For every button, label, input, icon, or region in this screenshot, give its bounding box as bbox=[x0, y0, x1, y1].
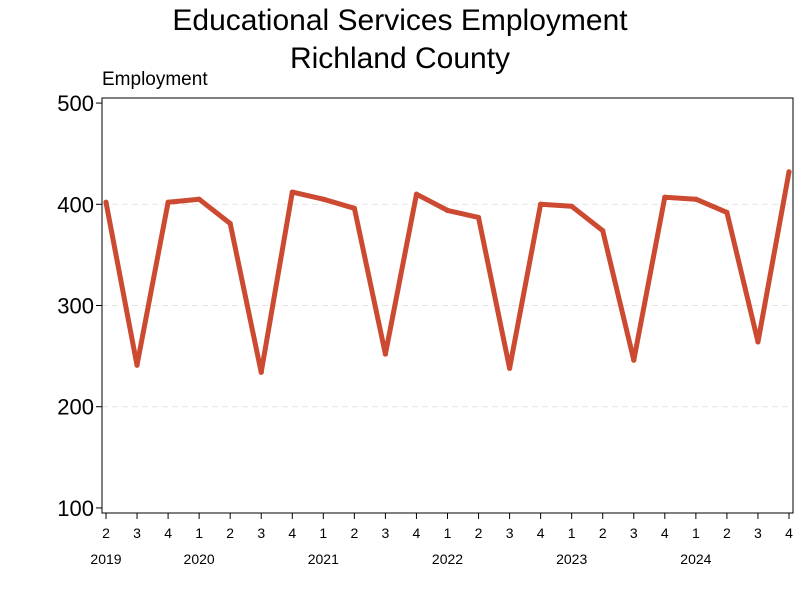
year-label: 2020 bbox=[184, 551, 215, 567]
x-tick-label: 4 bbox=[288, 525, 296, 541]
x-axis-ticks: 2 3 4 1 2 3 4 1 2 3 4 1 2 3 4 1 2 3 4 1 2 3 4 bbox=[102, 513, 793, 541]
data-point bbox=[693, 196, 699, 202]
x-tick-label: 3 bbox=[506, 525, 514, 541]
y-axis-label: Employment bbox=[102, 69, 208, 90]
year-label: 2023 bbox=[556, 551, 587, 567]
y-tick-label: 200 bbox=[57, 395, 94, 420]
data-point bbox=[227, 220, 233, 227]
x-tick-label: 2 bbox=[102, 525, 110, 541]
x-tick-label: 4 bbox=[164, 525, 172, 541]
y-axis-ticks: 100 200 300 400 500 bbox=[57, 91, 102, 521]
x-tick-label: 1 bbox=[195, 525, 203, 541]
x-tick-label: 4 bbox=[537, 525, 545, 541]
x-tick-label: 2 bbox=[599, 525, 607, 541]
x-tick-label: 1 bbox=[692, 525, 700, 541]
x-tick-label: 4 bbox=[661, 525, 669, 541]
x-tick-label: 4 bbox=[785, 525, 793, 541]
chart-subtitle: Richland County bbox=[290, 42, 510, 75]
x-tick-label: 3 bbox=[257, 525, 265, 541]
data-point bbox=[165, 199, 171, 205]
y-tick-label: 500 bbox=[57, 91, 94, 116]
year-label: 2022 bbox=[432, 551, 463, 567]
x-tick-label: 1 bbox=[444, 525, 452, 541]
data-point bbox=[258, 369, 264, 375]
data-point bbox=[786, 169, 792, 175]
data-point bbox=[538, 201, 544, 207]
year-label: 2019 bbox=[90, 551, 121, 567]
x-tick-label: 2 bbox=[475, 525, 483, 541]
data-point bbox=[631, 357, 637, 363]
series-group bbox=[103, 169, 792, 375]
x-tick-label: 3 bbox=[382, 525, 390, 541]
data-point bbox=[103, 199, 109, 205]
chart-title: Educational Services Employment bbox=[172, 4, 628, 37]
x-tick-label: 2 bbox=[723, 525, 731, 541]
x-tick-label: 1 bbox=[319, 525, 327, 541]
x-tick-label: 1 bbox=[568, 525, 576, 541]
x-tick-label: 4 bbox=[413, 525, 421, 541]
data-point bbox=[755, 339, 761, 345]
y-tick-label: 400 bbox=[57, 192, 94, 217]
x-tick-label: 2 bbox=[226, 525, 234, 541]
data-point bbox=[134, 362, 140, 368]
data-point bbox=[320, 196, 326, 202]
x-tick-label: 3 bbox=[754, 525, 762, 541]
x-tick-label: 3 bbox=[133, 525, 141, 541]
year-label: 2021 bbox=[308, 551, 339, 567]
x-axis-year-labels: 2019 2020 2021 2022 2023 2024 bbox=[90, 551, 711, 567]
y-tick-label: 300 bbox=[57, 294, 94, 319]
data-point bbox=[382, 351, 389, 357]
data-point bbox=[196, 196, 202, 202]
y-tick-label: 100 bbox=[57, 496, 94, 521]
data-point bbox=[724, 209, 730, 215]
data-point bbox=[351, 205, 357, 211]
x-tick-label: 2 bbox=[350, 525, 358, 541]
x-tick-label: 3 bbox=[630, 525, 638, 541]
data-point bbox=[506, 365, 513, 371]
gridlines bbox=[102, 203, 793, 408]
data-point bbox=[413, 191, 420, 197]
year-label: 2024 bbox=[680, 551, 711, 567]
data-point bbox=[444, 207, 451, 213]
data-point bbox=[289, 189, 295, 195]
data-point bbox=[662, 194, 668, 200]
data-point bbox=[600, 227, 606, 234]
data-point bbox=[569, 203, 575, 209]
series-line bbox=[103, 169, 792, 375]
data-point bbox=[475, 214, 482, 221]
